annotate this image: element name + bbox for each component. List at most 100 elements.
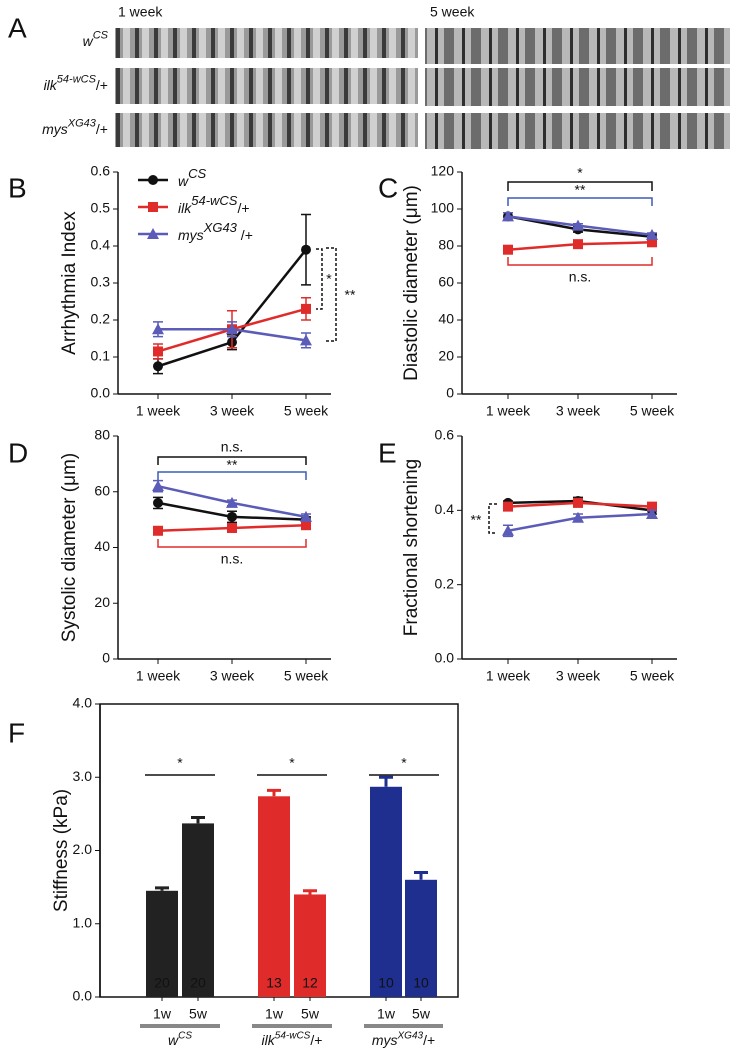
x-tick-label: 5 week bbox=[630, 403, 675, 419]
significance-bracket bbox=[507, 197, 653, 206]
genotype-label: wCS bbox=[168, 1030, 192, 1048]
y-tick-label: 0 bbox=[446, 385, 454, 401]
y-tick-label: 40 bbox=[438, 311, 454, 327]
significance-label: * bbox=[289, 755, 295, 771]
significance-label: * bbox=[577, 165, 583, 181]
kymograph bbox=[425, 68, 730, 106]
genotype-superscript: CS bbox=[93, 30, 109, 42]
panel-letter: A bbox=[8, 12, 27, 43]
x-tick-label: 5w bbox=[189, 1006, 208, 1022]
y-tick-label: 0.3 bbox=[91, 274, 111, 290]
y-tick-label: 100 bbox=[431, 200, 455, 216]
point bbox=[227, 522, 237, 533]
genotype-name: ilk bbox=[262, 1032, 276, 1048]
y-tick-label: 0 bbox=[102, 650, 110, 666]
significance-label: ** bbox=[575, 182, 586, 198]
genotype-label: wCS bbox=[83, 30, 109, 49]
point bbox=[153, 525, 163, 536]
genotype-name: ilk bbox=[44, 77, 58, 93]
point bbox=[572, 511, 584, 523]
panel-letter: E bbox=[378, 437, 397, 468]
x-tick-label: 1 week bbox=[486, 403, 531, 419]
genotype-superscript: XG43 bbox=[397, 1030, 424, 1041]
y-tick-label: 0.0 bbox=[73, 988, 93, 1004]
genotype-label: mysXG43/+ bbox=[372, 1030, 435, 1048]
significance-bracket bbox=[507, 181, 653, 191]
significance-label: n.s. bbox=[221, 439, 244, 455]
x-tick-label: 1w bbox=[153, 1006, 172, 1022]
y-tick-label: 120 bbox=[431, 163, 455, 179]
y-tick-label: 2.0 bbox=[73, 841, 93, 857]
x-tick-label: 5w bbox=[412, 1006, 431, 1022]
n-label: 10 bbox=[413, 975, 429, 991]
genotype-superscript: CS bbox=[178, 1030, 192, 1041]
y-tick-label: 1.0 bbox=[73, 914, 93, 930]
x-tick-label: 1w bbox=[377, 1006, 396, 1022]
group-bar bbox=[252, 1024, 332, 1028]
panel-letter: D bbox=[8, 437, 28, 468]
genotype-label: ilk54-wCS/+ bbox=[178, 193, 250, 215]
bar bbox=[258, 796, 290, 997]
y-tick-label: 20 bbox=[438, 348, 454, 364]
y-tick-label: 60 bbox=[94, 482, 110, 498]
significance-label: ** bbox=[471, 512, 482, 528]
kymograph bbox=[425, 28, 730, 64]
y-tick-label: 0.4 bbox=[91, 237, 111, 253]
genotype-name: w bbox=[178, 173, 189, 189]
x-tick-label: 5 week bbox=[284, 668, 329, 684]
error-bar bbox=[191, 816, 205, 824]
error-bar bbox=[155, 886, 169, 891]
genotype-superscript: XG43 bbox=[67, 118, 97, 130]
y-tick-label: 80 bbox=[438, 237, 454, 253]
x-tick-label: 1 week bbox=[136, 668, 181, 684]
point bbox=[147, 228, 159, 239]
n-label: 20 bbox=[154, 975, 170, 991]
significance-bracket bbox=[326, 247, 337, 342]
x-tick-label: 3 week bbox=[556, 668, 601, 684]
error-bar bbox=[379, 775, 393, 787]
n-label: 10 bbox=[378, 975, 394, 991]
significance-bracket bbox=[157, 456, 307, 465]
significance-label: * bbox=[177, 755, 183, 771]
y-axis-title: Fractional shortening bbox=[401, 459, 422, 636]
y-tick-label: 40 bbox=[94, 538, 110, 554]
point bbox=[300, 334, 312, 346]
genotype-label: wCS bbox=[178, 166, 207, 188]
significance-bracket bbox=[157, 539, 307, 548]
error-bar bbox=[303, 889, 317, 895]
point bbox=[646, 508, 658, 520]
n-label: 20 bbox=[190, 975, 206, 991]
point bbox=[226, 323, 238, 335]
kymograph bbox=[425, 113, 730, 149]
point bbox=[502, 210, 514, 222]
point bbox=[227, 511, 237, 522]
x-tick-label: 1w bbox=[265, 1006, 284, 1022]
genotype-name: ilk bbox=[178, 200, 192, 216]
x-tick-label: 5 week bbox=[630, 668, 675, 684]
bar bbox=[146, 890, 178, 997]
genotype-name: mys bbox=[42, 121, 68, 137]
significance-bracket bbox=[507, 257, 653, 266]
genotype-name: mys bbox=[372, 1032, 398, 1048]
point bbox=[503, 244, 513, 255]
group-bar bbox=[140, 1024, 220, 1028]
genotype-label: ilk54-wCS/+ bbox=[44, 74, 108, 93]
panel-letter: C bbox=[378, 172, 398, 203]
y-tick-label: 3.0 bbox=[73, 768, 93, 784]
point bbox=[301, 244, 311, 255]
group-bar bbox=[364, 1024, 443, 1028]
y-tick-label: 0.4 bbox=[435, 501, 455, 517]
genotype-superscript: XG43 bbox=[203, 220, 238, 235]
y-tick-label: 0.0 bbox=[91, 385, 111, 401]
panel-letter: B bbox=[8, 172, 27, 203]
point bbox=[647, 237, 657, 248]
genotype-label: mysXG43/+ bbox=[42, 118, 108, 137]
point bbox=[226, 496, 238, 508]
genotype-label: mysXG43 /+ bbox=[178, 220, 253, 242]
significance-label: * bbox=[326, 271, 332, 287]
genotype-name: w bbox=[168, 1032, 179, 1048]
y-tick-label: 60 bbox=[438, 274, 454, 290]
error-bar bbox=[414, 870, 428, 880]
x-tick-label: 3 week bbox=[210, 403, 255, 419]
point bbox=[301, 520, 311, 531]
